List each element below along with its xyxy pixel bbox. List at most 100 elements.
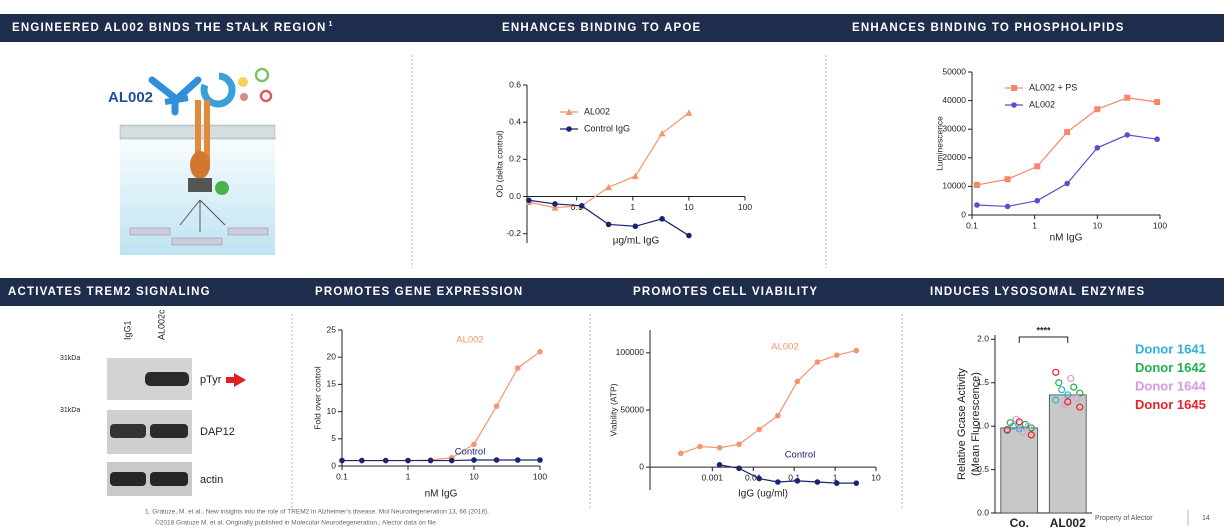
x-axis-title: nM IgG (1050, 233, 1083, 244)
data-point (736, 441, 742, 447)
data-point (515, 365, 521, 371)
y-tick-label: 0.0 (509, 191, 521, 201)
x-axis-title: µg/mL IgG (613, 236, 660, 247)
data-point (775, 479, 781, 485)
data-point (834, 480, 840, 486)
y-tick-label: 50000 (942, 66, 966, 76)
y-tick-label: 0 (331, 460, 336, 470)
lane-label: IgG1 (122, 320, 132, 340)
data-point (537, 349, 543, 355)
section-title: ENHANCES BINDING TO PHOSPHOLIPIDS (852, 22, 1125, 34)
data-point (736, 465, 742, 471)
section-title: INDUCES LYSOSOMAL ENZYMES (930, 286, 1145, 298)
mw-marker: 31kDa (60, 407, 80, 414)
data-point (1124, 95, 1130, 101)
data-point (428, 458, 434, 464)
data-point (974, 182, 980, 188)
data-point (795, 379, 801, 385)
x-tick-label: 1 (630, 202, 635, 212)
significance-label: **** (1036, 325, 1051, 335)
data-point (1053, 369, 1059, 375)
data-point (1056, 380, 1062, 386)
section-title: ENGINEERED AL002 BINDS THE STALK REGION (12, 22, 327, 34)
y-tick-label: 2.0 (977, 334, 989, 344)
data-point (632, 173, 639, 180)
y-tick-label: 10 (327, 406, 337, 416)
x-tick-label: AL002 (1050, 516, 1086, 530)
legend-label: Donor 1644 (1135, 378, 1207, 393)
y-tick-label: 0.0 (977, 507, 989, 517)
y-tick-label: 30000 (942, 123, 966, 133)
y-tick-label: 15 (327, 379, 337, 389)
bar (1049, 395, 1086, 513)
page-number: 14 (1202, 515, 1210, 522)
y-tick-label: 5 (331, 433, 336, 443)
data-point (339, 458, 345, 464)
y-axis-title: Viability (ATP) (608, 383, 618, 436)
data-point (526, 197, 532, 203)
legend-label: AL002 (584, 106, 610, 116)
y-tick-label: 0.2 (509, 154, 521, 164)
y-tick-label: 50000 (620, 404, 644, 414)
data-point (579, 203, 585, 209)
series-label: AL002 (456, 335, 483, 346)
section-title: ENHANCES BINDING TO APOE (502, 22, 701, 34)
series-label: AL002 (771, 342, 798, 353)
x-tick-label: 0.1 (966, 220, 978, 230)
y-tick-label: 25 (327, 324, 337, 334)
data-point (1064, 181, 1070, 187)
data-point (1034, 163, 1040, 169)
legend-label: Donor 1641 (1135, 341, 1206, 356)
band-label: pTyr (200, 374, 222, 386)
footnote: 1. Gratuze, M. et al., New insights into… (145, 509, 489, 516)
legend-label: AL002 (1029, 99, 1055, 109)
x-axis-title: nM IgG (425, 489, 458, 500)
y-axis-title: Luminescence (934, 116, 944, 171)
series-line (977, 98, 1157, 185)
series-line (681, 351, 856, 454)
x-tick-label: 10 (871, 472, 881, 482)
significance-bracket (1019, 337, 1068, 343)
mw-marker: 31kDa (60, 355, 80, 362)
data-point (1124, 132, 1130, 138)
data-point (1034, 198, 1040, 204)
data-point (494, 403, 500, 409)
y-tick-label: 10000 (942, 181, 966, 191)
data-point (1154, 136, 1160, 142)
data-point (717, 445, 723, 451)
data-point (815, 479, 821, 485)
data-point (974, 202, 980, 208)
data-point (853, 480, 859, 486)
y-tick-label: 0 (961, 209, 966, 219)
diagram-label: AL002 (108, 89, 153, 106)
x-tick-label: 100 (738, 202, 752, 212)
data-point (1094, 106, 1100, 112)
data-point (471, 457, 477, 463)
section-title: PROMOTES GENE EXPRESSION (315, 286, 523, 298)
data-point (515, 457, 521, 463)
y-axis-title: OD (delta control) (494, 130, 504, 197)
data-point (1068, 375, 1074, 381)
section-title: PROMOTES CELL VIABILITY (633, 286, 818, 298)
slide: ENGINEERED AL002 BINDS THE STALK REGION … (0, 0, 1224, 532)
section-title: ACTIVATES TREM2 SIGNALING (8, 286, 211, 298)
y-axis-title: Relative Gcase Activity (956, 368, 968, 480)
y-tick-label: -0.2 (506, 228, 521, 238)
bar (1001, 428, 1038, 513)
x-tick-label: 0.001 (702, 472, 724, 482)
data-point (795, 478, 801, 484)
x-tick-label: 100 (533, 471, 547, 481)
data-point (775, 413, 781, 419)
series-line (342, 352, 540, 461)
data-point (678, 451, 684, 457)
band-label: actin (200, 474, 223, 486)
series-line (977, 135, 1157, 207)
series-label: Control (785, 450, 816, 461)
y-tick-label: 20000 (942, 152, 966, 162)
footnote: ©2018 Gratuze M. et al. Originally publi… (155, 519, 438, 527)
x-tick-label: 0.1 (336, 471, 348, 481)
x-tick-label: 10 (684, 202, 694, 212)
data-point (633, 223, 639, 229)
data-point (606, 222, 612, 228)
x-tick-label: 10 (469, 471, 479, 481)
